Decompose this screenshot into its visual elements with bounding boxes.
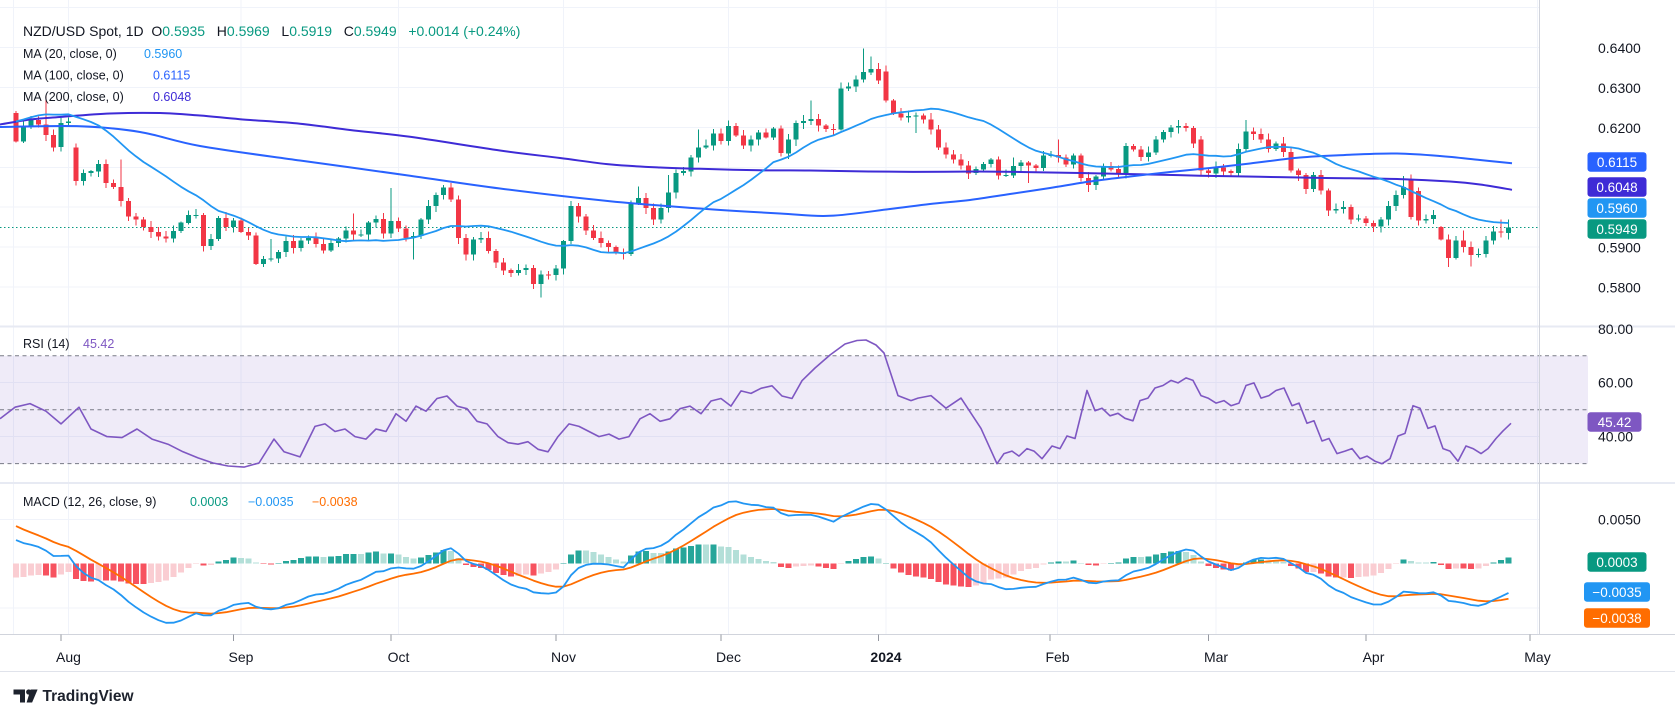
svg-text:0.6200: 0.6200 bbox=[1598, 120, 1641, 136]
svg-text:Mar: Mar bbox=[1204, 649, 1228, 665]
svg-text:0.6115: 0.6115 bbox=[153, 69, 190, 83]
svg-text:May: May bbox=[1524, 649, 1550, 665]
svg-text:0.5960: 0.5960 bbox=[144, 47, 182, 61]
svg-text:0.5800: 0.5800 bbox=[1598, 280, 1641, 296]
svg-text:0.5900: 0.5900 bbox=[1598, 240, 1641, 256]
svg-text:45.42: 45.42 bbox=[1598, 415, 1632, 430]
svg-text:MA (100, close, 0): MA (100, close, 0) bbox=[23, 69, 124, 83]
svg-text:0.5960: 0.5960 bbox=[1596, 201, 1637, 216]
svg-text:−0.0035: −0.0035 bbox=[248, 495, 294, 509]
svg-text:−0.0035: −0.0035 bbox=[1592, 585, 1641, 600]
svg-text:40.00: 40.00 bbox=[1598, 429, 1633, 445]
svg-text:RSI (14): RSI (14) bbox=[23, 337, 70, 351]
svg-text:Nov: Nov bbox=[551, 649, 576, 665]
svg-text:0.0003: 0.0003 bbox=[1596, 555, 1637, 570]
svg-text:60.00: 60.00 bbox=[1598, 375, 1633, 391]
svg-text:Oct: Oct bbox=[388, 649, 410, 665]
svg-text:0.6300: 0.6300 bbox=[1598, 80, 1641, 96]
svg-text:MA (20, close, 0): MA (20, close, 0) bbox=[23, 47, 117, 61]
svg-text:45.42: 45.42 bbox=[83, 337, 114, 351]
svg-text:MACD (12, 26, close, 9): MACD (12, 26, close, 9) bbox=[23, 495, 156, 509]
svg-text:−0.0038: −0.0038 bbox=[312, 495, 358, 509]
svg-text:0.6048: 0.6048 bbox=[1596, 180, 1637, 195]
svg-text:0.6400: 0.6400 bbox=[1598, 40, 1641, 56]
svg-text:Aug: Aug bbox=[56, 649, 81, 665]
svg-text:Sep: Sep bbox=[229, 649, 254, 665]
svg-text:2024: 2024 bbox=[870, 649, 901, 665]
svg-text:80.00: 80.00 bbox=[1598, 321, 1633, 337]
svg-text:0.0050: 0.0050 bbox=[1598, 511, 1641, 527]
svg-text:0.6048: 0.6048 bbox=[153, 90, 191, 104]
svg-text:TradingView: TradingView bbox=[43, 688, 135, 705]
svg-text:Apr: Apr bbox=[1363, 649, 1385, 665]
svg-text:Feb: Feb bbox=[1045, 649, 1069, 665]
svg-text:−0.0038: −0.0038 bbox=[1592, 611, 1641, 626]
svg-text:0.5949: 0.5949 bbox=[1596, 222, 1637, 237]
svg-text:0.0003: 0.0003 bbox=[190, 495, 228, 509]
svg-text:Dec: Dec bbox=[716, 649, 741, 665]
svg-text:MA (200, close, 0): MA (200, close, 0) bbox=[23, 90, 124, 104]
svg-text:0.6115: 0.6115 bbox=[1597, 155, 1637, 170]
svg-text:NZD/USD Spot, 1D O0.5935 H0: NZD/USD Spot, 1D O0.5935 H0.5969 L0.5919… bbox=[23, 23, 520, 39]
